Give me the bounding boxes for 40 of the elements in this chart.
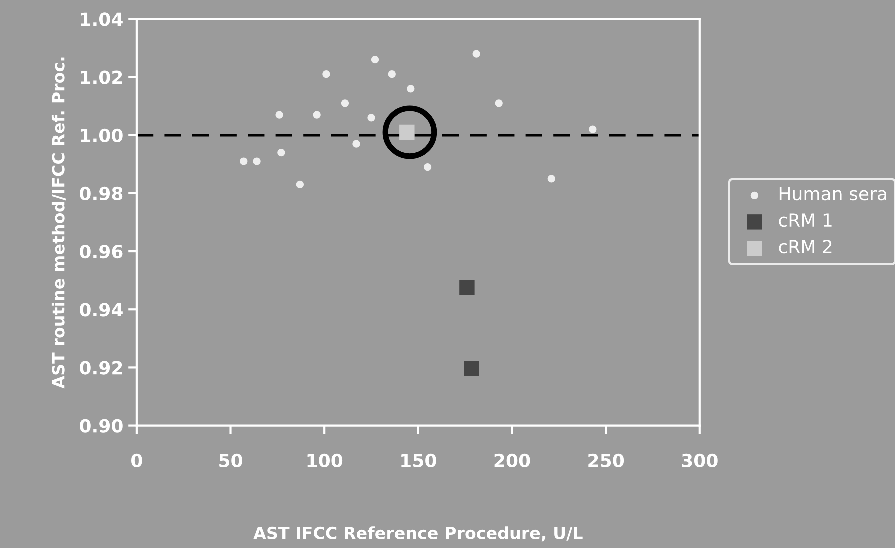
x-tick-label: 50: [220, 454, 242, 468]
y-tick-label: 0.96: [80, 244, 123, 259]
x-tick-label: 200: [494, 454, 530, 468]
point: [253, 158, 261, 166]
y-tick-label: 0.90: [80, 419, 123, 433]
x-tick-label: 250: [588, 454, 624, 468]
x-tick-label: 100: [308, 454, 343, 468]
point: [322, 70, 330, 78]
point: [368, 114, 376, 122]
y-tick-label: 1.04: [81, 12, 123, 26]
y-tick-label: 1.00: [81, 128, 123, 142]
point: [296, 180, 304, 189]
point: [460, 280, 475, 296]
legend-label: Human sera: [780, 187, 886, 201]
x-tick-label: 150: [402, 454, 436, 468]
x-tick-label: 0: [132, 454, 142, 468]
point: [313, 111, 321, 119]
point: [371, 56, 380, 64]
point: [407, 85, 415, 93]
y-tick-label: 0.92: [80, 361, 122, 375]
point: [424, 164, 432, 172]
y-tick-label: 0.94: [80, 303, 123, 317]
point: [278, 148, 286, 157]
y-tick-label: 1.02: [81, 70, 122, 84]
point: [341, 100, 350, 108]
point: [464, 361, 480, 376]
point: [548, 175, 556, 183]
y-tick-label: 0.98: [80, 186, 123, 201]
point: [240, 158, 248, 166]
point: [388, 70, 396, 78]
point: [352, 140, 360, 148]
point: [589, 126, 597, 134]
point: [472, 50, 480, 58]
x-tick-label: 300: [682, 454, 718, 468]
point: [495, 100, 503, 108]
legend-label: cRM 2: [779, 240, 832, 254]
legend-label: cRM 1: [779, 214, 832, 228]
x-axis-title: AST IFCC Reference Procedure, U/L: [254, 526, 583, 542]
y-axis-title: AST routine method/IFCC Ref. Proc.: [52, 58, 66, 389]
point: [276, 111, 284, 119]
